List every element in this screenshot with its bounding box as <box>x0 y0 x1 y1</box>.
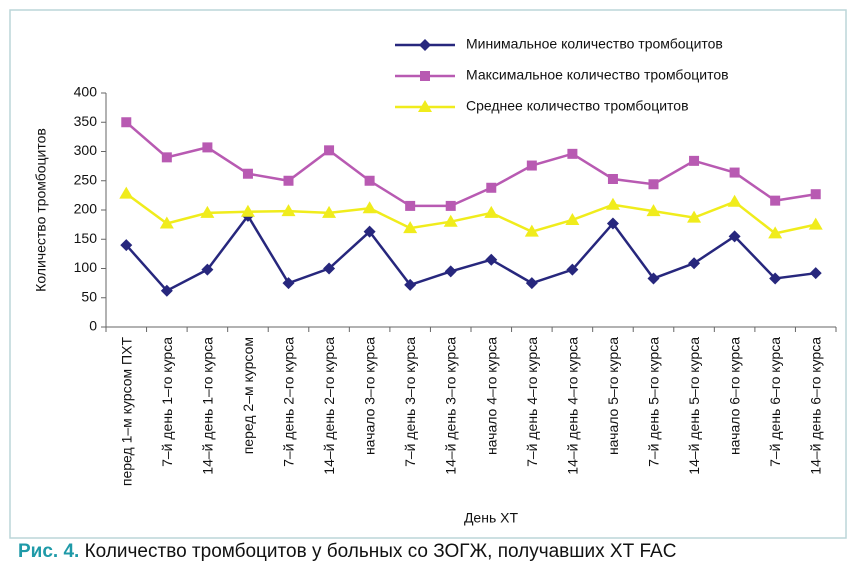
point <box>729 167 740 178</box>
point <box>647 272 660 285</box>
legend-marker <box>418 100 432 112</box>
point <box>687 210 702 223</box>
point <box>484 205 499 218</box>
point <box>689 155 700 166</box>
point <box>364 175 375 186</box>
y-tick-label: 400 <box>74 84 98 100</box>
point <box>443 214 458 227</box>
point <box>242 168 253 179</box>
y-tick-label: 100 <box>74 259 98 275</box>
point <box>404 278 417 291</box>
point <box>607 173 618 184</box>
point <box>646 204 661 217</box>
point <box>809 267 822 280</box>
point <box>808 217 823 230</box>
point <box>324 145 335 156</box>
legend-label: Минимальное количество тромбоцитов <box>466 36 723 52</box>
y-tick-label: 300 <box>74 142 98 158</box>
y-tick-label: 250 <box>74 171 98 187</box>
y-axis-label: Количество тромбоцитов <box>33 128 49 292</box>
caption-label: Рис. 4. <box>18 541 80 562</box>
point <box>445 200 456 211</box>
x-tick-label: 7–й день 5–го курса <box>646 337 662 467</box>
point <box>200 205 215 218</box>
point <box>240 204 255 217</box>
point <box>486 182 497 193</box>
x-tick-label: 7–й день 3–го курса <box>402 337 418 467</box>
legend-marker <box>420 71 430 81</box>
y-tick-label: 150 <box>74 230 98 246</box>
caption: Рис. 4. Количество тромбоцитов у больных… <box>18 541 676 563</box>
point <box>121 117 132 128</box>
point <box>770 195 781 206</box>
point <box>283 175 294 186</box>
point <box>728 230 741 243</box>
point <box>566 263 579 276</box>
series-line <box>125 213 816 293</box>
point <box>159 216 174 229</box>
point <box>606 217 619 230</box>
point <box>524 224 539 237</box>
point <box>525 277 538 290</box>
x-axis-label: День ХТ <box>464 510 519 526</box>
x-tick-label: начало 5–го курса <box>605 337 621 455</box>
legend-label: Среднее количество тромбоцитов <box>466 98 689 114</box>
x-tick-label: 7–й день 1–го курса <box>159 337 175 467</box>
point <box>648 179 659 190</box>
point <box>405 200 416 211</box>
x-tick-label: 7–й день 6–го курса <box>767 337 783 467</box>
point <box>120 239 133 252</box>
point <box>768 226 783 239</box>
x-tick-label: 14–й день 3–го курса <box>443 337 459 475</box>
y-tick-label: 200 <box>74 201 98 217</box>
x-tick-label: 14–й день 2–го курса <box>321 337 337 475</box>
point <box>161 152 172 163</box>
legend-label: Максимальное количество тромбоцитов <box>466 67 729 83</box>
x-tick-label: 14–й день 5–го курса <box>686 337 702 475</box>
point <box>565 212 580 225</box>
frame <box>9 9 847 539</box>
point <box>323 262 336 275</box>
x-tick-label: 7–й день 4–го курса <box>524 337 540 467</box>
x-tick-label: 14–й день 6–го курса <box>808 337 824 475</box>
point <box>444 265 457 278</box>
point <box>605 197 620 210</box>
point <box>202 142 213 153</box>
point <box>322 205 337 218</box>
point <box>688 257 701 270</box>
point <box>281 204 296 217</box>
point <box>201 263 214 276</box>
series-line <box>125 192 816 235</box>
series-line <box>125 121 816 208</box>
x-tick-label: начало 4–го курса <box>483 337 499 455</box>
point <box>769 272 782 285</box>
point <box>810 189 821 200</box>
x-tick-label: 14–й день 4–го курса <box>564 337 580 475</box>
caption-text: Количество тромбоцитов у больных со ЗОГЖ… <box>84 541 677 562</box>
y-tick-label: 0 <box>89 318 97 334</box>
x-tick-label: перед 2–м курсом <box>240 337 256 454</box>
point <box>727 194 742 207</box>
point <box>362 201 377 214</box>
legend-marker <box>419 39 431 51</box>
point <box>485 253 498 266</box>
point <box>160 284 173 297</box>
point <box>282 277 295 290</box>
x-tick-label: начало 6–го курса <box>727 337 743 455</box>
point <box>363 225 376 238</box>
y-tick-label: 350 <box>74 113 98 129</box>
x-tick-label: 7–й день 2–го курса <box>281 337 297 467</box>
x-tick-label: 14–й день 1–го курса <box>199 337 215 475</box>
point <box>403 221 418 234</box>
point <box>526 160 537 171</box>
x-tick-label: перед 1–м курсом ПХТ <box>118 337 134 487</box>
y-tick-label: 50 <box>81 288 97 304</box>
point <box>119 186 134 199</box>
point <box>567 148 578 159</box>
x-tick-label: начало 3–го курса <box>362 337 378 455</box>
